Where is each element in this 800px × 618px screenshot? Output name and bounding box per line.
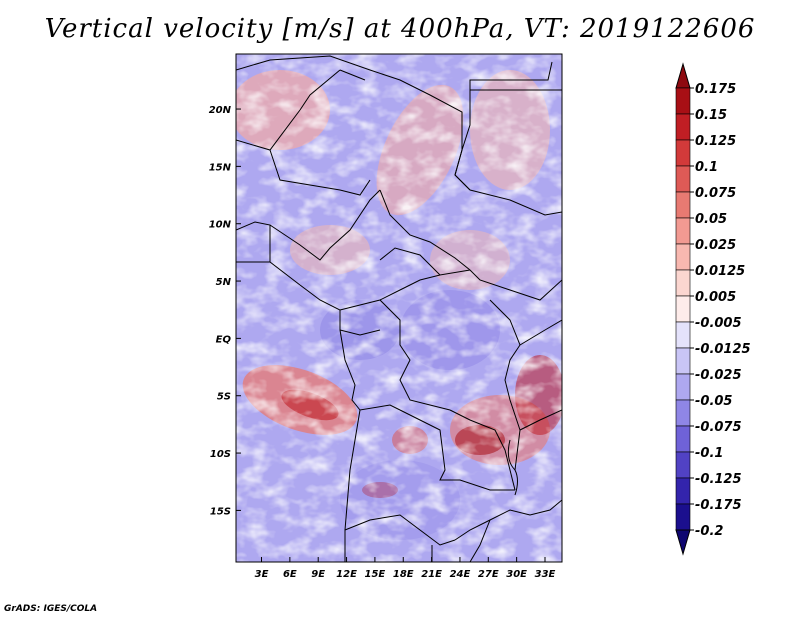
colorbar-label: -0.075 bbox=[695, 420, 742, 435]
colorbar-label: 0.025 bbox=[695, 238, 736, 253]
colorbar-swatch bbox=[675, 503, 691, 531]
colorbar-label: -0.025 bbox=[695, 368, 742, 383]
lon-tick-label: 12E bbox=[336, 569, 357, 580]
lon-tick-label: 30E bbox=[506, 569, 527, 580]
colorbar-label: 0.175 bbox=[695, 82, 736, 97]
lon-tick-label: 15E bbox=[365, 569, 386, 580]
velocity-field bbox=[236, 54, 562, 562]
colorbar-label: -0.175 bbox=[695, 498, 742, 513]
colorbar-label: 0.05 bbox=[695, 212, 727, 227]
colorbar-swatch bbox=[675, 451, 691, 479]
lat-tick-label: EQ bbox=[216, 334, 232, 345]
colorbar-swatch bbox=[675, 139, 691, 167]
colorbar-label: 0.125 bbox=[695, 134, 736, 149]
colorbar: 0.175 0.15 0.125 0.1 0.075 0.05 0.025 0.0125 0.0… bbox=[675, 62, 751, 556]
colorbar-swatch bbox=[675, 347, 691, 375]
colorbar-swatch bbox=[675, 295, 691, 323]
credit-label: GrADS: IGES/COLA bbox=[4, 604, 98, 614]
colorbar-label: -0.125 bbox=[695, 472, 742, 487]
lon-tick-label: 6E bbox=[283, 569, 297, 580]
lon-tick-label: 18E bbox=[393, 569, 414, 580]
lat-tick-label: 10S bbox=[210, 449, 231, 460]
colorbar-bottom-arrow bbox=[675, 529, 691, 556]
colorbar-swatch bbox=[675, 243, 691, 271]
lat-tick-label: 5S bbox=[217, 392, 231, 403]
colorbar-swatch bbox=[675, 321, 691, 349]
colorbar-swatch bbox=[675, 165, 691, 193]
lat-tick-label: 15N bbox=[209, 162, 232, 173]
colorbar-swatch bbox=[675, 399, 691, 427]
colorbar-swatch bbox=[675, 477, 691, 505]
lon-tick-label: 3E bbox=[255, 569, 269, 580]
colorbar-label: -0.1 bbox=[695, 446, 723, 461]
colorbar-label: 0.15 bbox=[695, 108, 727, 123]
colorbar-top-arrow bbox=[675, 62, 691, 89]
lon-tick-label: 9E bbox=[311, 569, 325, 580]
colorbar-swatch bbox=[675, 373, 691, 401]
lat-tick-label: 20N bbox=[209, 105, 232, 116]
map-frame bbox=[235, 53, 563, 563]
colorbar-label: 0.005 bbox=[695, 290, 736, 305]
lat-tick-label: 5N bbox=[216, 277, 232, 288]
longitude-axis: 3E 6E 9E 12E 15E 18E 21E 24E 27E 30E 33E bbox=[255, 557, 556, 580]
latitude-axis: 20N 15N 10N 5N EQ 5S 10S 15S bbox=[209, 105, 241, 517]
lon-tick-label: 27E bbox=[478, 569, 499, 580]
colorbar-label: -0.0125 bbox=[695, 342, 751, 357]
colorbar-swatch bbox=[675, 87, 691, 115]
lat-tick-label: 10N bbox=[209, 220, 232, 231]
colorbar-label: -0.005 bbox=[695, 316, 742, 331]
map-title: Vertical velocity [m/s] at 400hPa, VT: 2… bbox=[44, 14, 756, 44]
colorbar-swatch bbox=[675, 191, 691, 219]
lat-tick-label: 15S bbox=[210, 506, 231, 517]
colorbar-swatch bbox=[675, 269, 691, 297]
lon-tick-label: 21E bbox=[421, 569, 442, 580]
colorbar-swatch bbox=[675, 113, 691, 141]
colorbar-swatch bbox=[675, 425, 691, 453]
colorbar-swatch bbox=[675, 217, 691, 245]
country-borders bbox=[236, 55, 562, 562]
colorbar-label: 0.075 bbox=[695, 186, 736, 201]
lon-tick-label: 24E bbox=[450, 569, 471, 580]
colorbar-label: -0.05 bbox=[695, 394, 732, 409]
colorbar-label: 0.0125 bbox=[695, 264, 745, 279]
lon-tick-label: 33E bbox=[535, 569, 556, 580]
colorbar-label: 0.1 bbox=[695, 160, 718, 175]
colorbar-label: -0.2 bbox=[695, 524, 723, 539]
